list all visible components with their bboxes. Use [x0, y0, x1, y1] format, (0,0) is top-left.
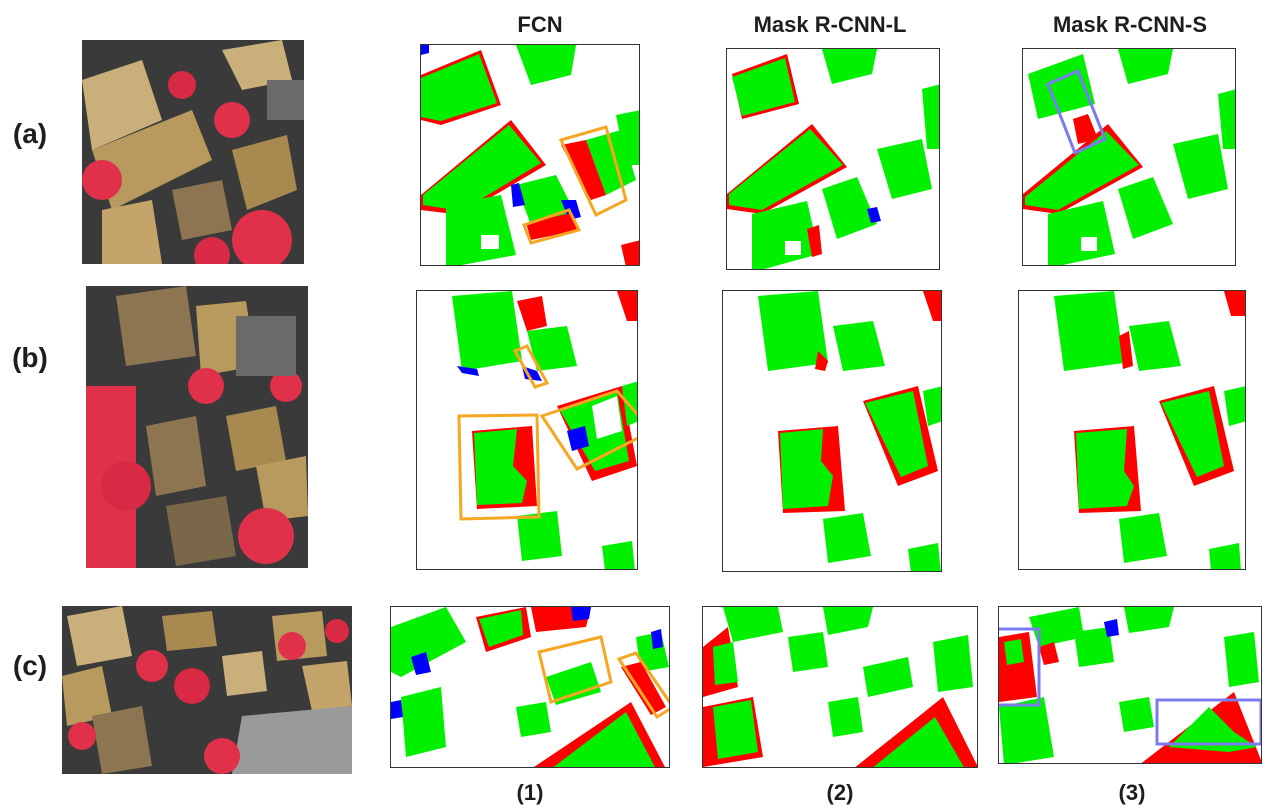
column-number-3: (3): [1118, 780, 1146, 805]
column-header-mask-rcnn-l: Mask R-CNN-L: [753, 12, 907, 37]
column-header-mask-rcnn-s: Mask R-CNN-S: [1052, 12, 1208, 37]
segmentation-panel-a2: [726, 48, 940, 270]
row-label-b: (b): [12, 342, 48, 373]
column-number-2: (2): [826, 780, 854, 805]
segmentation-panel-c2: [702, 606, 978, 768]
segmentation-panel-a1: [420, 44, 640, 266]
aerial-photo-c: [62, 606, 352, 774]
segmentation-panel-c3: [998, 606, 1262, 764]
segmentation-panel-b2: [722, 290, 942, 572]
segmentation-panel-c1: [390, 606, 670, 768]
column-number-1: (1): [516, 780, 544, 805]
segmentation-panel-b1: [416, 290, 638, 570]
row-label-a: (a): [12, 118, 48, 149]
aerial-photo-a: [82, 40, 304, 264]
aerial-photo-b: [86, 286, 308, 568]
row-label-c: (c): [12, 650, 48, 681]
column-header-fcn: FCN: [517, 12, 563, 37]
segmentation-panel-b3: [1018, 290, 1246, 570]
segmentation-panel-a3: [1022, 48, 1236, 266]
